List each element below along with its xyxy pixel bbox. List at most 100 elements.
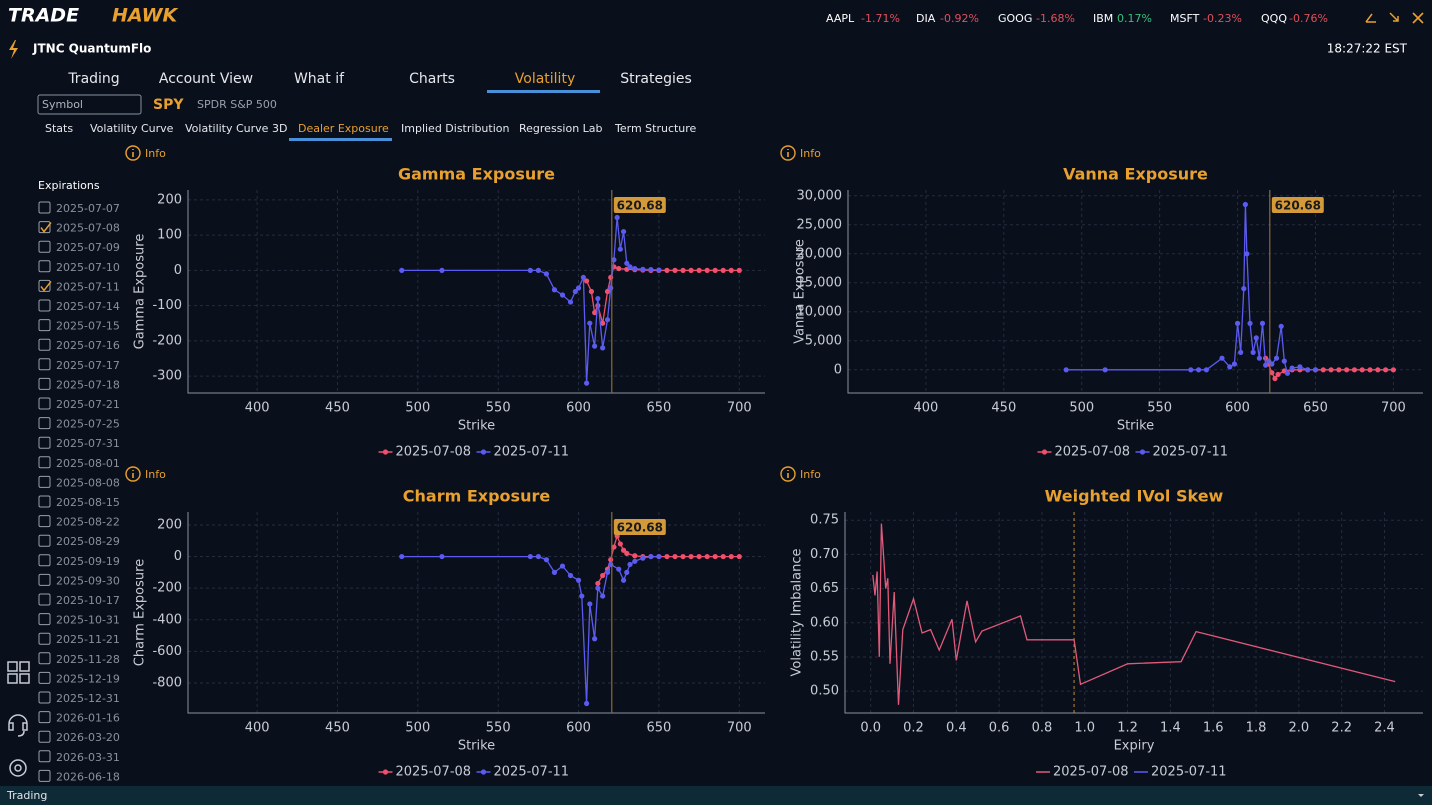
legend-label[interactable]: 2025-07-11 xyxy=(1151,765,1227,780)
data-point xyxy=(439,553,445,560)
expiration-checkbox[interactable] xyxy=(38,671,51,684)
expiration-checkbox[interactable] xyxy=(38,397,51,410)
series-line xyxy=(872,523,1396,705)
spot-label: 620.68 xyxy=(1275,199,1321,213)
sub-tab[interactable]: Implied Distribution xyxy=(401,122,510,135)
info-label[interactable]: Info xyxy=(145,147,166,160)
info-icon[interactable] xyxy=(125,466,141,482)
spot-label-box xyxy=(1271,197,1324,213)
x-tick-label: 650 xyxy=(1303,401,1328,416)
main-tab[interactable]: Volatility xyxy=(515,71,575,87)
expiration-checkbox[interactable] xyxy=(38,573,51,586)
expiration-checkbox[interactable] xyxy=(38,652,51,665)
chart-title: Vanna Exposure xyxy=(1063,165,1208,184)
sub-tab[interactable]: Stats xyxy=(45,122,73,135)
info-label[interactable]: Info xyxy=(145,468,166,481)
expiration-checkbox[interactable] xyxy=(38,691,51,704)
expiration-checkbox[interactable] xyxy=(38,221,51,234)
expiration-checkbox[interactable] xyxy=(38,769,51,782)
expiration-checkbox[interactable] xyxy=(38,475,51,488)
expiration-checkbox[interactable] xyxy=(38,456,51,469)
sub-tab[interactable]: Volatility Curve 3D xyxy=(185,122,287,135)
bolt-icon xyxy=(9,40,18,59)
sub-tab[interactable]: Term Structure xyxy=(614,122,697,135)
dashboard-icon[interactable] xyxy=(7,661,30,684)
sub-tab[interactable]: Regression Lab xyxy=(519,122,603,135)
expiration-label: 2026-06-18 xyxy=(56,770,120,783)
expiration-checkbox[interactable] xyxy=(38,201,51,214)
info-icon[interactable] xyxy=(780,145,796,161)
info-label[interactable]: Info xyxy=(800,147,821,160)
y-axis-label: Gamma Exposure xyxy=(133,234,148,350)
support-icon[interactable] xyxy=(8,714,28,737)
expiration-label: 2025-08-15 xyxy=(56,496,120,509)
data-point xyxy=(1256,355,1262,361)
data-point xyxy=(579,593,585,599)
x-tick-label: 550 xyxy=(1147,401,1172,416)
status-text: Trading xyxy=(6,789,47,802)
data-point xyxy=(399,553,405,560)
expiration-checkbox[interactable] xyxy=(38,613,51,626)
x-tick-label: 500 xyxy=(405,401,430,416)
data-point xyxy=(620,547,627,553)
expiration-checkbox[interactable] xyxy=(38,319,51,332)
y-tick-label: 5,000 xyxy=(805,333,842,348)
legend-label[interactable]: 2025-07-11 xyxy=(494,445,570,460)
expiration-checkbox[interactable] xyxy=(38,632,51,645)
expiration-checkbox[interactable] xyxy=(38,711,51,724)
expiration-checkbox[interactable] xyxy=(38,240,51,253)
expiration-checkbox[interactable] xyxy=(38,554,51,567)
main-tab[interactable]: Charts xyxy=(409,71,455,87)
expiration-checkbox[interactable] xyxy=(38,593,51,606)
status-dropdown[interactable] xyxy=(1418,794,1424,797)
data-point xyxy=(592,310,598,316)
expiration-label: 2025-07-08 xyxy=(56,222,120,235)
minimize-button[interactable] xyxy=(1365,13,1376,23)
sub-tab[interactable]: Volatility Curve xyxy=(90,122,174,135)
sub-tab[interactable]: Dealer Exposure xyxy=(298,122,389,135)
expiration-checkbox[interactable] xyxy=(38,495,51,508)
expiration-checkbox[interactable] xyxy=(38,534,51,547)
main-tab[interactable]: Account View xyxy=(159,71,253,87)
restore-button[interactable] xyxy=(1389,12,1399,22)
ticker-symbol: DIA xyxy=(916,12,936,25)
legend-label[interactable]: 2025-07-08 xyxy=(396,445,472,460)
main-tab[interactable]: Trading xyxy=(67,71,119,87)
legend-label[interactable]: 2025-07-08 xyxy=(1053,765,1129,780)
data-point xyxy=(595,585,601,591)
data-point xyxy=(611,544,617,550)
data-point xyxy=(624,260,630,266)
expiration-checkbox[interactable] xyxy=(38,338,51,351)
expiration-checkbox[interactable] xyxy=(38,436,51,449)
close-button[interactable] xyxy=(1412,12,1424,24)
ticker-change: 0.17% xyxy=(1117,12,1152,25)
data-point xyxy=(696,267,702,273)
data-point xyxy=(567,572,574,579)
expiration-checkbox[interactable] xyxy=(38,750,51,763)
y-tick-label: -600 xyxy=(152,644,182,659)
symbol-input[interactable] xyxy=(37,94,142,115)
expiration-checkbox[interactable] xyxy=(38,358,51,371)
side-icons xyxy=(7,661,30,777)
expiration-checkbox[interactable] xyxy=(38,377,51,390)
expiration-checkbox[interactable] xyxy=(38,299,51,312)
main-tab[interactable]: Strategies xyxy=(620,71,692,87)
data-point xyxy=(1344,367,1350,373)
legend-label[interactable]: 2025-07-08 xyxy=(396,765,472,780)
data-point xyxy=(1188,367,1194,373)
expiration-checkbox[interactable] xyxy=(38,260,51,273)
legend-label[interactable]: 2025-07-11 xyxy=(1153,445,1229,460)
info-icon[interactable] xyxy=(125,145,141,161)
legend-label[interactable]: 2025-07-11 xyxy=(494,765,570,780)
expiration-checkbox[interactable] xyxy=(38,417,51,430)
info-label[interactable]: Info xyxy=(800,468,821,481)
main-tab[interactable]: What if xyxy=(294,71,345,87)
expiration-checkbox[interactable] xyxy=(38,515,51,528)
settings-icon[interactable] xyxy=(9,759,27,777)
data-point xyxy=(1269,370,1275,376)
legend-label[interactable]: 2025-07-08 xyxy=(1055,445,1131,460)
info-icon[interactable] xyxy=(780,466,796,482)
expiration-checkbox[interactable] xyxy=(38,279,51,292)
data-point xyxy=(527,553,533,560)
expiration-checkbox[interactable] xyxy=(38,730,51,743)
